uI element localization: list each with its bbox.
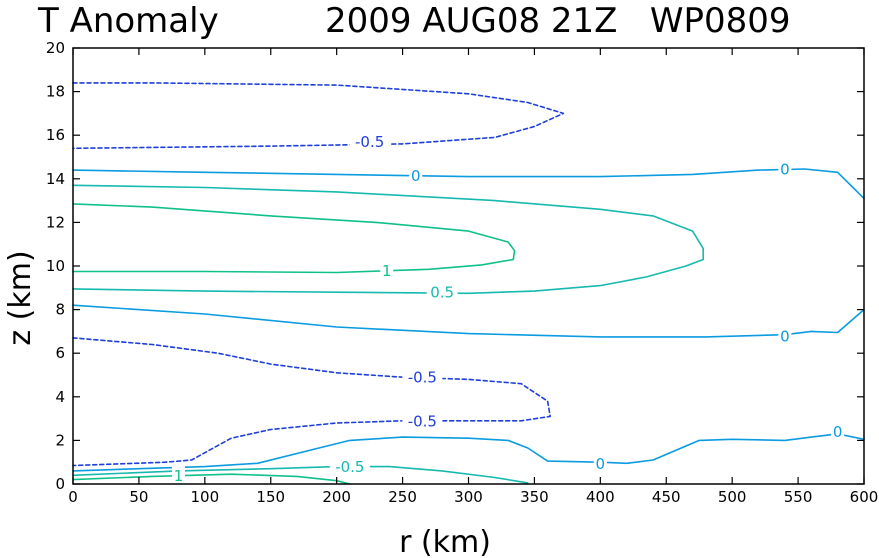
- y-tick-label: 14: [46, 170, 65, 188]
- contour-labels: -0.5 0 0 1 0.5 0 -0.5 -0.5 -0.5 0 0 1: [171, 132, 845, 485]
- x-tick-label: 250: [388, 488, 417, 506]
- y-axis-label: z (km): [3, 250, 38, 345]
- contour-line-2: [72, 184, 704, 295]
- x-tick-label: 350: [520, 488, 549, 506]
- x-tick-label: 200: [322, 488, 351, 506]
- x-tick-label: 450: [652, 488, 681, 506]
- x-tick-label: 0: [68, 488, 78, 506]
- y-tick-label: 8: [55, 301, 65, 319]
- y-tick-label: 2: [55, 431, 65, 449]
- contour-label-7: -0.5: [402, 411, 443, 430]
- x-tick-label: 300: [454, 488, 483, 506]
- contour-label-text: 1: [174, 467, 184, 485]
- contour-label-text: -0.5: [335, 458, 364, 476]
- contour-label-text: 0: [780, 327, 790, 345]
- contour-line-0: [72, 82, 565, 150]
- contour-line-1: [72, 168, 865, 200]
- y-tick-label: 4: [55, 388, 65, 406]
- contour-label-bg: [349, 132, 390, 151]
- chart-title-left: T Anomaly: [37, 1, 219, 41]
- y-tick-label: 6: [55, 344, 65, 362]
- y-tick-label: 16: [46, 126, 65, 144]
- y-tick-label: 18: [46, 83, 65, 101]
- contour-label-bg: [831, 422, 845, 441]
- contour-label-1: 0: [409, 166, 423, 185]
- contour-label-text: 0: [833, 423, 843, 441]
- contour-label-text: 0: [411, 167, 421, 185]
- contour-label-bg: [402, 411, 443, 430]
- contour-label-10: 0: [831, 422, 845, 441]
- chart-title-right: 2009 AUG08 21Z WP0809: [325, 1, 791, 41]
- contour-label-bg: [426, 283, 458, 302]
- x-tick-label: 150: [256, 488, 285, 506]
- y-tick-label: 20: [46, 39, 65, 57]
- contour-label-text: -0.5: [408, 369, 437, 387]
- contour-label-bg: [171, 466, 185, 485]
- x-tick-label: 600: [850, 488, 879, 506]
- contour-label-text: 0: [596, 455, 606, 473]
- x-tick-label: 500: [718, 488, 747, 506]
- x-axis: 0 50 100 150 200 250 300 350 400 450 500 550 600: [68, 48, 878, 506]
- contour-line-4: [72, 304, 865, 338]
- contour-label-8: -0.5: [329, 457, 370, 476]
- contour-lines: [72, 82, 865, 485]
- contour-label-bg: [778, 159, 792, 178]
- contour-line-8: [72, 473, 351, 485]
- contour-label-bg: [380, 261, 394, 280]
- contour-label-bg: [593, 454, 607, 473]
- contour-label-bg: [329, 457, 370, 476]
- contour-label-bg: [409, 166, 423, 185]
- x-tick-label: 550: [784, 488, 813, 506]
- y-tick-label: 0: [55, 475, 65, 493]
- contour-label-text: -0.5: [355, 133, 384, 151]
- x-tick-label: 100: [191, 488, 220, 506]
- chart-titles: T Anomaly 2009 AUG08 21Z WP0809: [37, 1, 791, 41]
- contour-label-11: 1: [171, 466, 185, 485]
- x-axis-label: r (km): [399, 525, 491, 558]
- contour-label-3: 1: [380, 261, 394, 280]
- contour-label-bg: [402, 368, 443, 387]
- contour-label-text: -0.5: [408, 412, 437, 430]
- contour-label-text: 1: [382, 262, 392, 280]
- contour-label-bg: [778, 326, 792, 345]
- contour-line-5: [72, 337, 551, 467]
- contour-line-6: [72, 433, 865, 472]
- y-tick-label: 12: [46, 213, 65, 231]
- contour-line-3: [72, 203, 516, 274]
- contour-label-text: 0: [780, 160, 790, 178]
- contour-label-9: 0: [593, 454, 607, 473]
- contour-label-6: -0.5: [402, 368, 443, 387]
- x-tick-label: 50: [129, 488, 148, 506]
- y-tick-label: 10: [46, 257, 65, 275]
- contour-label-text: 0.5: [430, 284, 454, 302]
- contour-label-0: -0.5: [349, 132, 390, 151]
- contour-label-5: 0: [778, 326, 792, 345]
- contour-label-2: 0: [778, 159, 792, 178]
- contour-label-4: 0.5: [426, 283, 458, 302]
- x-tick-label: 400: [586, 488, 615, 506]
